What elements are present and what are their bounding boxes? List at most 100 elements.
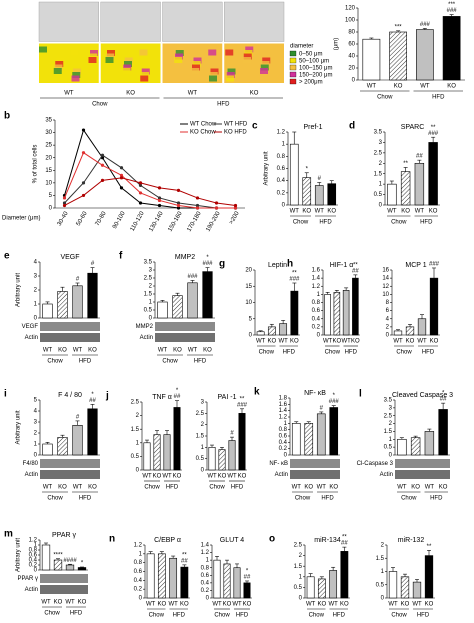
y-tick-label: 1.5 xyxy=(374,171,383,177)
group-label: HFD xyxy=(79,359,92,365)
significance: * xyxy=(176,388,179,394)
y-tick-label: 12 xyxy=(382,284,389,290)
y-tick-label: 1.6 xyxy=(279,402,288,408)
blot xyxy=(155,333,215,342)
y-tick-label: 30 xyxy=(45,130,52,136)
y-tick-label: 6 xyxy=(386,308,390,314)
category-label: WT xyxy=(162,474,172,480)
y-tick-label: 0.5 xyxy=(294,585,303,591)
category-label: KO xyxy=(88,348,97,354)
point xyxy=(81,151,86,155)
y-label: Arbitrary unit xyxy=(16,538,22,572)
bar xyxy=(187,282,198,319)
point xyxy=(62,196,67,200)
group-label: Chow xyxy=(47,496,63,502)
cell-patch xyxy=(209,75,217,82)
y-label: (μm) xyxy=(334,38,340,50)
title: Pref-1 xyxy=(303,124,322,131)
title: HIF-1 α xyxy=(330,262,354,269)
point xyxy=(157,196,162,200)
y-tick-label: 2 xyxy=(136,413,140,419)
cell-patch xyxy=(174,57,183,63)
category-label: KO xyxy=(173,348,182,354)
bar xyxy=(388,571,398,599)
y-tick-label: 1.2 xyxy=(279,415,288,421)
bar xyxy=(213,559,221,599)
group-label: HFD xyxy=(321,496,334,502)
y-tick-label: 0.2 xyxy=(277,190,286,196)
bar xyxy=(400,576,410,599)
bar xyxy=(333,292,341,336)
point xyxy=(176,206,181,210)
panel-letter: h xyxy=(287,259,293,270)
category-label: KO xyxy=(430,339,439,345)
legend-label: 50–100 μm xyxy=(299,59,329,65)
bar xyxy=(157,301,168,319)
title: C/EBP α xyxy=(154,537,181,544)
category-label: WT xyxy=(323,339,333,345)
blot xyxy=(155,322,215,331)
micrograph xyxy=(100,1,161,42)
bar xyxy=(428,142,438,206)
blot-label: Actin xyxy=(275,472,288,478)
significance: ### xyxy=(429,262,440,268)
x-tick-label: 30-40 xyxy=(57,210,70,227)
bar xyxy=(429,277,439,336)
y-tick-label: 1 xyxy=(206,558,210,564)
category-label: WT xyxy=(43,485,53,491)
y-tick-label: 2 xyxy=(34,288,38,294)
category-label: KO xyxy=(158,602,167,608)
title: PAI -1 xyxy=(218,394,237,401)
cell-patch xyxy=(53,68,62,74)
category-label: WT xyxy=(292,485,302,491)
y-tick-label: 0 xyxy=(34,316,38,322)
category-label: WT xyxy=(146,602,156,608)
point xyxy=(214,201,219,205)
y-tick-label: 0.8 xyxy=(312,300,321,306)
cell-patch xyxy=(210,68,219,75)
title: F 4 / 80 xyxy=(58,392,82,399)
y-tick-label: 1 xyxy=(282,142,286,148)
cell-patch xyxy=(70,49,79,56)
series-line xyxy=(64,177,236,206)
bar xyxy=(202,271,213,319)
y-tick-label: 1.5 xyxy=(144,292,153,298)
significance: * xyxy=(333,393,336,399)
cell-patch xyxy=(227,68,236,75)
y-tick-label: 1 xyxy=(381,569,385,575)
category-label: KO xyxy=(411,485,420,491)
bar xyxy=(218,449,226,471)
significance: ## xyxy=(244,575,251,581)
cell-patch xyxy=(139,49,148,56)
bar xyxy=(57,291,68,319)
y-tick-label: 1 xyxy=(201,445,205,451)
bar xyxy=(417,318,427,336)
micrograph xyxy=(224,1,285,42)
significance: ### xyxy=(329,399,340,405)
title: miR-134 xyxy=(314,537,341,544)
significance: # xyxy=(76,277,80,283)
y-tick-label: 2 xyxy=(381,543,385,549)
category-label: KO xyxy=(429,209,438,215)
category-label: KO xyxy=(54,600,63,606)
group-label: Chow xyxy=(44,611,60,617)
y-tick-label: 1 xyxy=(34,302,38,308)
blot xyxy=(40,585,88,594)
blot-label: F4/80 xyxy=(23,461,39,467)
cell-patch xyxy=(123,64,132,71)
group-label: Chow xyxy=(377,95,393,101)
point xyxy=(214,206,219,210)
category-label: WT xyxy=(73,485,83,491)
y-tick-label: 3 xyxy=(379,140,383,146)
point xyxy=(157,198,162,203)
point xyxy=(233,206,238,210)
y-tick-label: 10 xyxy=(45,180,52,186)
y-tick-label: 0.5 xyxy=(196,456,205,462)
y-tick-label: 1 xyxy=(299,574,303,580)
category-label: WT xyxy=(388,602,398,608)
y-tick-label: 0.4 xyxy=(279,440,288,446)
bar xyxy=(314,185,324,206)
bar xyxy=(208,447,216,471)
significance: *** xyxy=(395,24,403,30)
cell-patch xyxy=(192,61,201,67)
